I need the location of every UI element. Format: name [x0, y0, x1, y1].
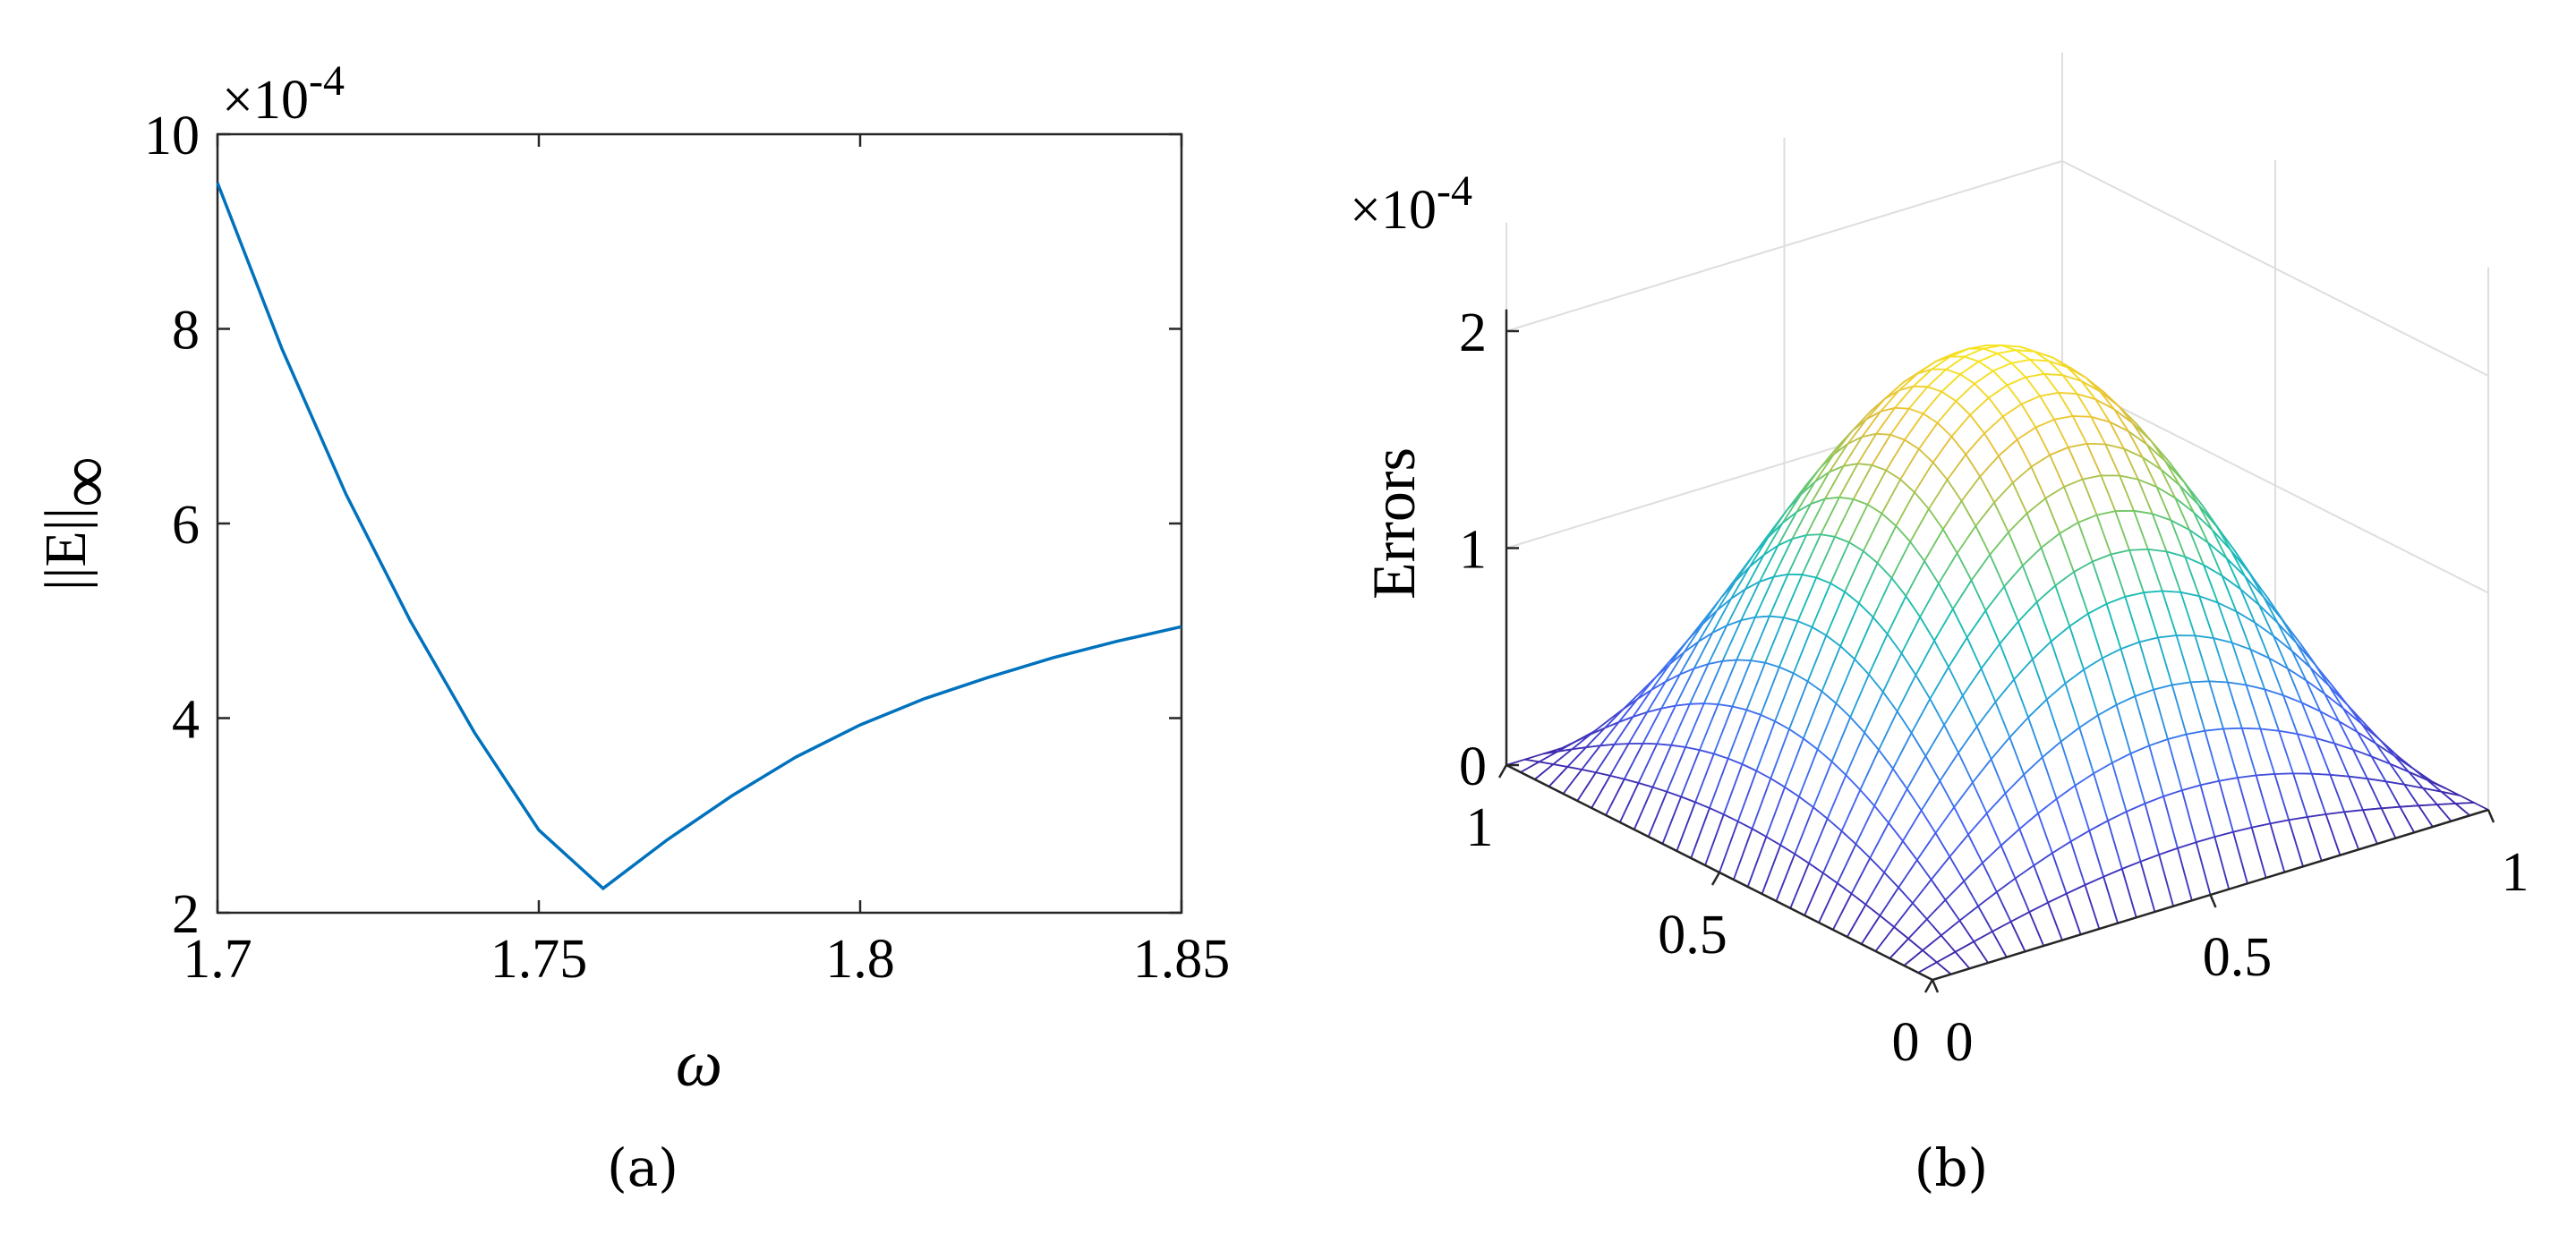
y-axis-label: ||E||∞ — [33, 456, 124, 591]
y-tick-label: 6 — [172, 495, 200, 556]
y-exponent-label: ×10-4 — [222, 57, 345, 131]
plot-a-ticks — [216, 132, 1183, 915]
y-exponent-value: -4 — [309, 57, 345, 105]
y-tick-label: 10 — [144, 106, 200, 166]
z-tick-label: 0 — [1459, 736, 1487, 797]
x-tick — [1931, 979, 1940, 993]
z-tick-label: 2 — [1459, 302, 1487, 363]
y-tick-label: 4 — [172, 690, 200, 751]
caption-b: (b) — [1915, 1137, 1988, 1198]
caption-a: (a) — [607, 1137, 678, 1198]
line-chart-a: 1.7 1.75 1.8 1.85 2 4 6 8 10 ×10-4 ||E||∞ ω (a) — [33, 57, 1230, 1198]
y-tick-label: 0.5 — [1658, 905, 1727, 966]
y-axis-label-subscript: ∞ — [46, 456, 124, 507]
x-tick-label: 0.5 — [2203, 927, 2273, 988]
plot-a-tick-labels: 1.7 1.75 1.8 1.85 2 4 6 8 10 — [144, 106, 1230, 990]
y-tick-label: 8 — [172, 301, 200, 362]
y-tick — [1923, 979, 1934, 993]
x-tick — [2209, 894, 2217, 908]
x-tick — [2486, 809, 2495, 823]
y-tick — [1710, 872, 1721, 886]
x-tick-label: 1.8 — [825, 929, 895, 990]
y-tick — [1497, 764, 1508, 779]
z-exponent-label: ×10-4 — [1350, 167, 1472, 241]
x-tick-label: 1 — [2502, 842, 2529, 903]
y-tick-label: 0 — [1892, 1012, 1920, 1073]
series-line — [216, 182, 1182, 891]
z-axis-label: Errors — [1360, 447, 1428, 600]
y-tick-label: 1 — [1466, 797, 1494, 858]
surface-mesh — [1506, 344, 2489, 981]
x-tick-label: 1.7 — [183, 929, 252, 990]
plot-b-axes — [1497, 309, 2495, 993]
x-tick-label: 1.75 — [490, 929, 588, 990]
x-tick-label: 1.85 — [1133, 929, 1231, 990]
z-exponent-value: -4 — [1437, 167, 1472, 215]
x-axis-label: ω — [676, 1027, 722, 1101]
grid-line — [1506, 159, 2489, 377]
x-tick-label: 0 — [1946, 1012, 1974, 1073]
z-tick-label: 1 — [1459, 520, 1487, 581]
y-tick-label: 2 — [172, 884, 200, 945]
